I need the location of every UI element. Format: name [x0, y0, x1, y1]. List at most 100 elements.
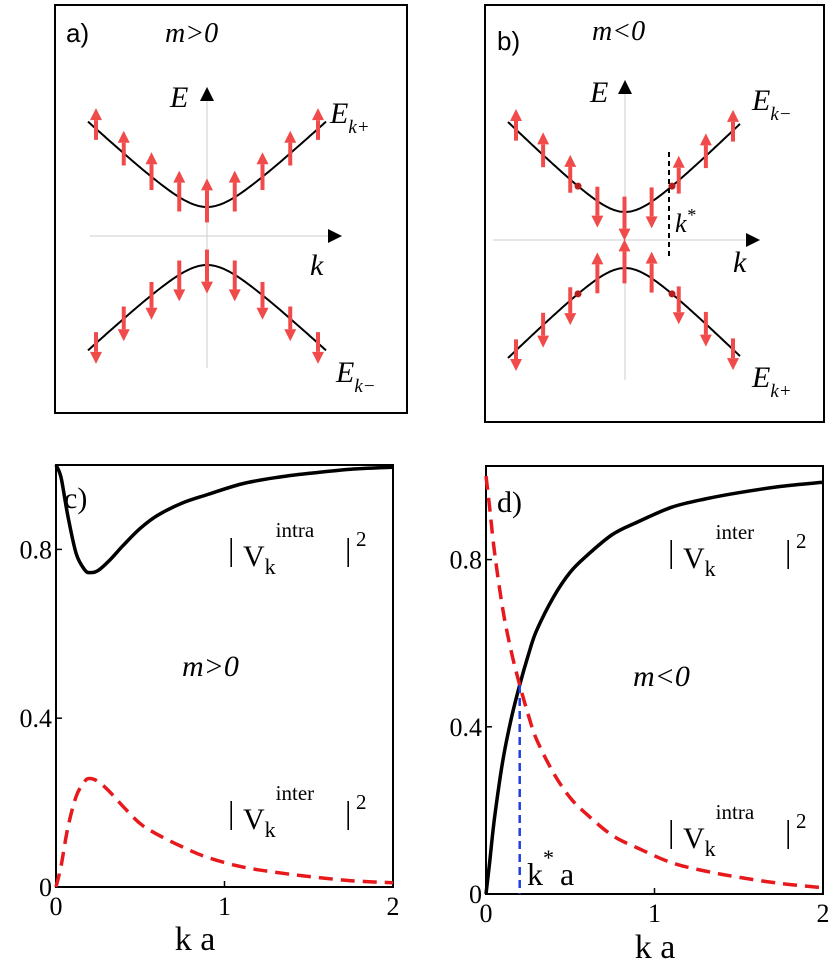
panel-a-energy-axis-label: E: [169, 81, 188, 114]
panel-b-lower-spin-arrow: [672, 286, 685, 325]
panel-b-spin-arrow-head: [510, 359, 522, 372]
panel-a-spin-arrow-head: [201, 281, 213, 294]
panel-b-spin-arrow-head: [618, 239, 631, 252]
panel-d-inter-bar-left: |: [668, 533, 674, 569]
panel-a-spin-arrow-head: [173, 170, 186, 183]
panel-a-spin-arrow-head: [173, 289, 186, 302]
panel-a-spin-arrow-head: [312, 351, 324, 364]
panel-a-upper-spin-arrow: [173, 170, 186, 212]
panel-d-inter-bar-right: |: [785, 533, 791, 569]
panel-b-upper-spin-arrow: [645, 187, 658, 229]
panel-a-spin-arrow-head: [117, 130, 130, 143]
panel-a-upper-spin-arrow: [228, 170, 241, 212]
panel-a-spin-arrow-head: [228, 170, 241, 183]
panel-b-spin-arrow-head: [537, 335, 550, 348]
panel-b-lower-spin-arrow: [699, 311, 712, 347]
panel-a-spin-arrow-head: [117, 329, 130, 342]
panel-b-momentum-axis-arrowhead: [746, 233, 760, 247]
panel-a-lower-band-label: Ek−: [335, 356, 376, 397]
panel-c-x-tick-label: 0: [50, 892, 63, 921]
panel-a-lower-spin-arrow: [90, 332, 102, 364]
panel-d-intra-bar-right: |: [785, 813, 791, 849]
panel-b-lower-spin-arrow: [537, 312, 550, 348]
panel-d-intra-formula: Vkintra: [683, 800, 755, 861]
panel-a-lower-spin-arrow: [201, 249, 213, 294]
panel-a-label: a): [66, 18, 89, 48]
panel-d-intra-power: 2: [796, 809, 807, 833]
panel-b-spin-arrow-head: [618, 228, 631, 241]
panel-a-momentum-axis-label: k: [310, 249, 324, 282]
panel-d-intra-bar-left: |: [668, 813, 674, 849]
panel-a-spin-arrow-head: [228, 289, 241, 302]
panel-c-intra-label: | Vkintra | 2: [228, 518, 367, 579]
panel-b-spin-arrow-head: [699, 334, 712, 347]
panel-b-spin-arrow-head: [672, 312, 685, 325]
panel-a-spin-arrow-head: [145, 152, 158, 165]
panel-c-ticks: 0 1 2 0 0.4 0.8: [20, 535, 400, 921]
panel-b-upper-spin-arrow: [537, 132, 550, 168]
panel-b-spin-arrow-head: [510, 108, 522, 121]
panel-a-upper-band-label: Ek+: [329, 97, 370, 138]
panel-b-spin-arrows: [510, 108, 739, 372]
panel-b-upper-spin-arrow: [591, 186, 604, 228]
panel-c-y-tick-label: 0.4: [20, 704, 53, 733]
panel-b-upper-band-dot: [668, 182, 676, 190]
panel-a-lower-spin-arrow: [284, 306, 297, 342]
panel-c-y-tick-label: 0: [39, 873, 52, 902]
panel-a-upper-spin-arrow: [117, 130, 130, 166]
panel-a-upper-spin-arrow: [256, 152, 269, 191]
panel-b-frame: [484, 4, 825, 423]
panel-c-x-tick-label: 2: [387, 892, 400, 921]
panel-c-intra-power: 2: [356, 527, 367, 551]
panel-b-spin-arrow-head: [564, 313, 577, 326]
panel-d: 0 1 200.40.8 d) m<0 k a k* a | Vkinter | 2 …: [450, 465, 830, 966]
panel-b-upper-spin-arrow: [727, 109, 739, 142]
panel-b-lower-spin-arrow: [618, 239, 631, 284]
panel-a: a) m>0 E k Ek+ Ek−: [54, 4, 408, 414]
panel-b-spin-arrow-head: [727, 109, 739, 122]
panel-d-inter-label: | Vkinter | 2: [668, 520, 807, 581]
panel-b-upper-spin-arrow: [699, 133, 712, 169]
panel-a-spin-arrow-head: [90, 351, 102, 364]
panel-b-spin-arrow-head: [672, 155, 685, 168]
panel-d-x-tick-label: 0: [480, 899, 493, 928]
panel-b-spin-arrow-head: [645, 251, 658, 264]
panel-d-inter-formula: Vkinter: [683, 520, 754, 581]
panel-c-y-tick-label: 0.8: [20, 535, 53, 564]
panel-b-lower-band-dot: [574, 290, 582, 298]
panel-c-inter-power: 2: [356, 790, 367, 814]
panel-b-spin-arrow-head: [727, 358, 739, 371]
panel-c: 0 1 2 0 0.4 0.8 c) m>0 k a | Vkintra | 2 | Vk…: [20, 464, 400, 958]
panel-b-spin-arrow-head: [591, 252, 604, 265]
panel-a-spin-arrow-head: [312, 108, 324, 121]
panel-c-series-dashed-line: [54, 776, 394, 888]
panel-a-condition: m>0: [165, 18, 218, 49]
panel-a-spin-arrows: [90, 108, 324, 364]
panel-d-label: d): [497, 486, 522, 519]
panel-a-spin-arrow-head: [284, 130, 297, 143]
panel-a-spin-arrow-head: [256, 307, 269, 320]
panel-a-spin-arrow-head: [90, 108, 102, 121]
panel-b-lower-band-dot: [668, 290, 676, 298]
panel-d-y-tick-label: 0.4: [450, 713, 483, 742]
panel-c-x-axis-label: k a: [175, 921, 216, 958]
panel-b-lower-spin-arrow: [510, 339, 522, 372]
panel-b-lower-spin-arrow: [727, 338, 739, 371]
panel-b-upper-spin-arrow: [564, 154, 577, 193]
panel-a-energy-axis-arrowhead: [200, 87, 214, 101]
panel-c-inter-bar-left: |: [228, 794, 234, 830]
panel-a-spin-arrow-head: [201, 178, 213, 191]
panel-b: b) m<0 k* E k Ek− Ek+: [484, 4, 825, 423]
panel-a-axes: [90, 87, 342, 368]
panel-b-lower-spin-arrow: [645, 251, 658, 293]
panel-d-ticks: 0 1 2 0 0.4 0.8: [450, 546, 830, 928]
panel-a-frame: [54, 4, 408, 414]
panel-a-spin-arrow-head: [284, 329, 297, 342]
panel-b-energy-axis-label: E: [589, 76, 608, 109]
panel-d-y-tick-label: 0: [469, 880, 482, 909]
panel-b-lower-spin-arrow: [564, 287, 577, 326]
panel-d-annotation: m<0: [633, 660, 690, 693]
panel-c-inter-bar-right: |: [345, 794, 351, 830]
panel-c-intra-bar-right: |: [345, 531, 351, 567]
